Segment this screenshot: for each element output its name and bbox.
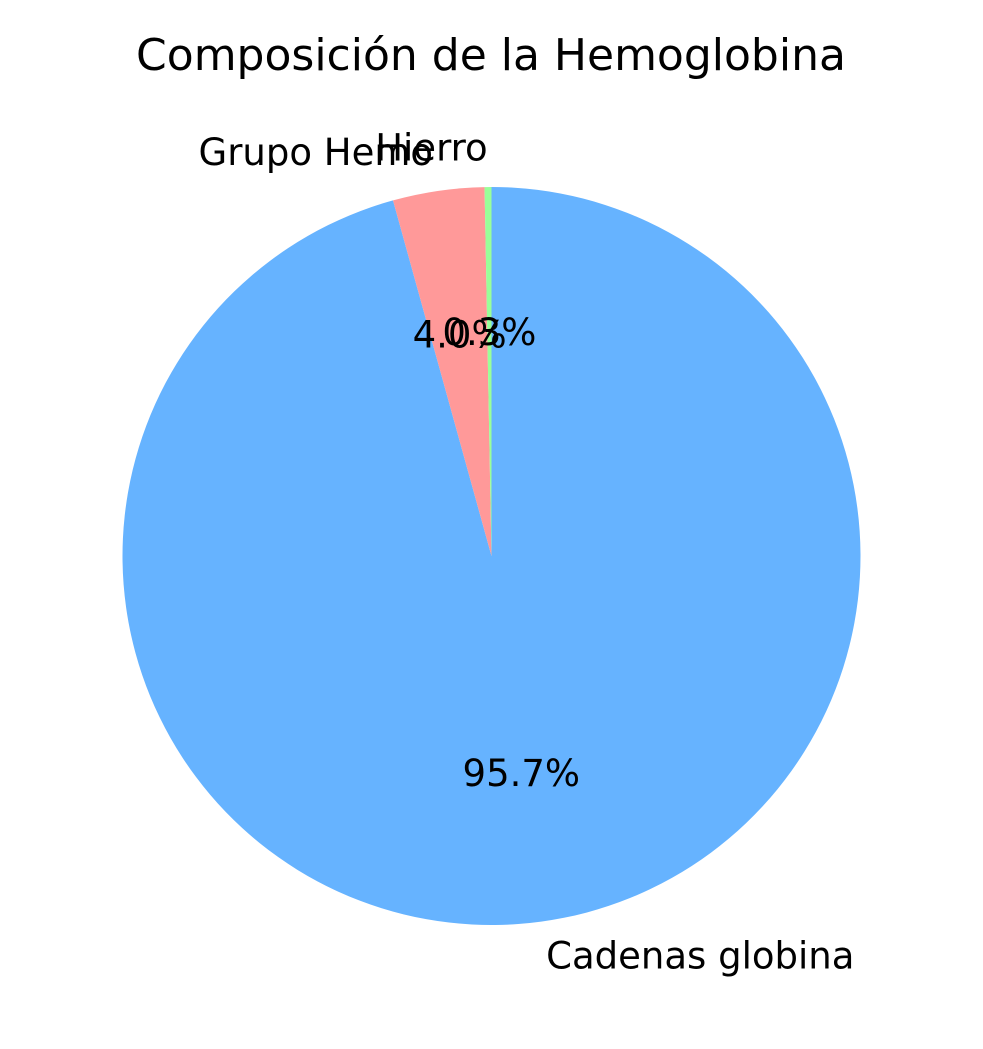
slice-label-cadenas-globina: Cadenas globina xyxy=(546,935,854,978)
slice-label-hierro: Hierro xyxy=(375,127,487,170)
pie-slices xyxy=(122,187,861,926)
pie-slice-cadenas-globina xyxy=(122,187,861,926)
slice-percent-grupo-hemo: 4.0% xyxy=(413,313,507,356)
slice-label-grupo-hemo: Grupo Hemo xyxy=(199,131,433,174)
pie-slice-hierro xyxy=(484,187,492,556)
slice-percent-cadenas-globina: 95.7% xyxy=(463,752,581,795)
pie-slice-grupo-hemo xyxy=(393,187,492,556)
slice-percent-hierro: 0.3% xyxy=(442,311,536,354)
pie-labels: Cadenas globina 95.7% Grupo Hemo 4.0% Hierro… xyxy=(199,127,855,978)
chart-title: Composición de la Hemoglobina xyxy=(136,30,846,81)
